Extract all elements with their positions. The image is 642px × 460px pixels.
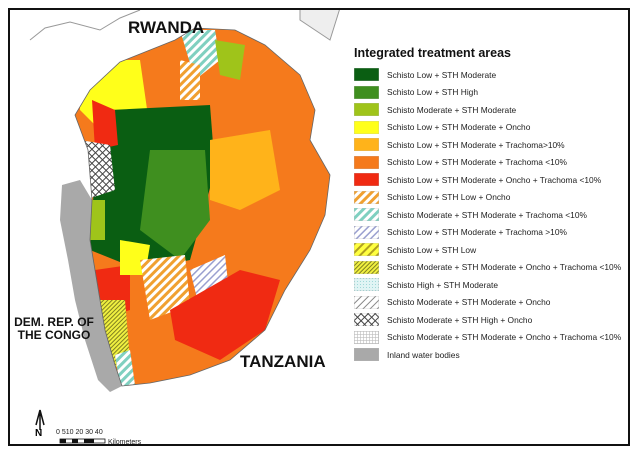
legend-label: Schisto Low + STH Moderate + Oncho [387, 122, 531, 133]
legend-swatch [354, 225, 379, 239]
legend-label: Schisto Low + STH Moderate + Oncho + Tra… [387, 174, 602, 185]
north-arrow-icon [35, 409, 45, 430]
legend-label: Schisto Low + STH Moderate [387, 69, 497, 80]
legend-item: Schisto High + STH Moderate [354, 276, 621, 294]
country-outline [74, 27, 331, 387]
legend-item: Inland water bodies [354, 346, 621, 364]
legend-item: Schisto Low + STH Moderate + Trachoma>10… [354, 136, 621, 154]
legend-swatch [354, 295, 379, 309]
legend-label: Schisto Moderate + STH Moderate + Oncho … [387, 332, 622, 343]
legend-item: Schisto Low + STH Moderate [354, 66, 621, 84]
legend-swatch [354, 120, 379, 134]
legend-title: Integrated treatment areas [354, 46, 512, 60]
legend-swatch [354, 330, 379, 344]
legend-item: Schisto Moderate + STH Moderate + Oncho … [354, 259, 621, 277]
map-frame [8, 8, 630, 446]
legend-swatch [354, 208, 379, 222]
lake-tanganyika [60, 180, 122, 392]
legend-label: Schisto Moderate + STH Moderate + Oncho … [387, 262, 622, 273]
legend-label: Schisto Low + STH Moderate + Trachoma >1… [387, 227, 567, 238]
legend-item: Schisto Low + STH Moderate + Oncho + Tra… [354, 171, 621, 189]
legend-item: Schisto Moderate + STH Moderate + Oncho … [354, 329, 621, 347]
north-label: N [35, 428, 43, 439]
legend-label: Schisto High + STH Moderate [387, 279, 499, 290]
legend-item: Schisto Moderate + STH Moderate [354, 101, 621, 119]
legend-item: Schisto Moderate + STH Moderate + Tracho… [354, 206, 621, 224]
scale-unit: Kilometers [108, 439, 142, 446]
treatment-areas [75, 28, 330, 386]
legend-item: Schisto Low + STH Low + Oncho [354, 189, 621, 207]
legend-label: Schisto Low + STH Moderate + Trachoma <1… [387, 157, 567, 168]
label-rwanda: RWANDA [128, 18, 205, 37]
legend-swatch [354, 243, 379, 257]
scale-bar [59, 438, 106, 444]
legend-swatch [354, 173, 379, 187]
legend-swatch [354, 85, 379, 99]
scale-ticks: 0 510 20 30 40 [56, 429, 103, 436]
legend-swatch [354, 190, 379, 204]
legend-swatch [354, 260, 379, 274]
legend-label: Schisto Low + STH Moderate + Trachoma>10… [387, 139, 565, 150]
legend-label: Schisto Moderate + STH Moderate [387, 104, 517, 115]
legend-item: Schisto Low + STH Moderate + Oncho [354, 119, 621, 137]
legend-item: Schisto Low + STH Moderate + Trachoma <1… [354, 154, 621, 172]
neighbour-area [299, 7, 341, 41]
legend-swatch [354, 278, 379, 292]
legend-label: Inland water bodies [387, 349, 460, 360]
legend: Integrated treatment areas Schisto Low +… [354, 46, 621, 364]
rwanda-border [29, 9, 141, 41]
legend-label: Schisto Moderate + STH Moderate + Tracho… [387, 209, 587, 220]
legend-label: Schisto Moderate + STH High + Oncho [387, 314, 533, 325]
label-drc: DEM. REP. OF THE CONGO [14, 315, 94, 342]
legend-swatch [354, 313, 379, 327]
legend-label: Schisto Low + STH High [387, 87, 479, 98]
legend-item: Schisto Low + STH Moderate + Trachoma >1… [354, 224, 621, 242]
legend-item: Schisto Low + STH High [354, 84, 621, 102]
legend-label: Schisto Low + STH Low + Oncho [387, 192, 511, 203]
scale-labels: 0 510 20 30 40 Kilometers [56, 429, 141, 446]
legend-item: Schisto Moderate + STH Moderate + Oncho [354, 294, 621, 312]
legend-swatch [354, 103, 379, 117]
legend-label: Schisto Moderate + STH Moderate + Oncho [387, 297, 551, 308]
label-tanzania: TANZANIA [240, 352, 326, 371]
legend-swatch [354, 348, 379, 362]
legend-item: Schisto Low + STH Low [354, 241, 621, 259]
legend-swatch [354, 155, 379, 169]
legend-item: Schisto Moderate + STH High + Oncho [354, 311, 621, 329]
legend-swatch [354, 68, 379, 82]
legend-label: Schisto Low + STH Low [387, 244, 477, 255]
legend-swatch [354, 138, 379, 152]
